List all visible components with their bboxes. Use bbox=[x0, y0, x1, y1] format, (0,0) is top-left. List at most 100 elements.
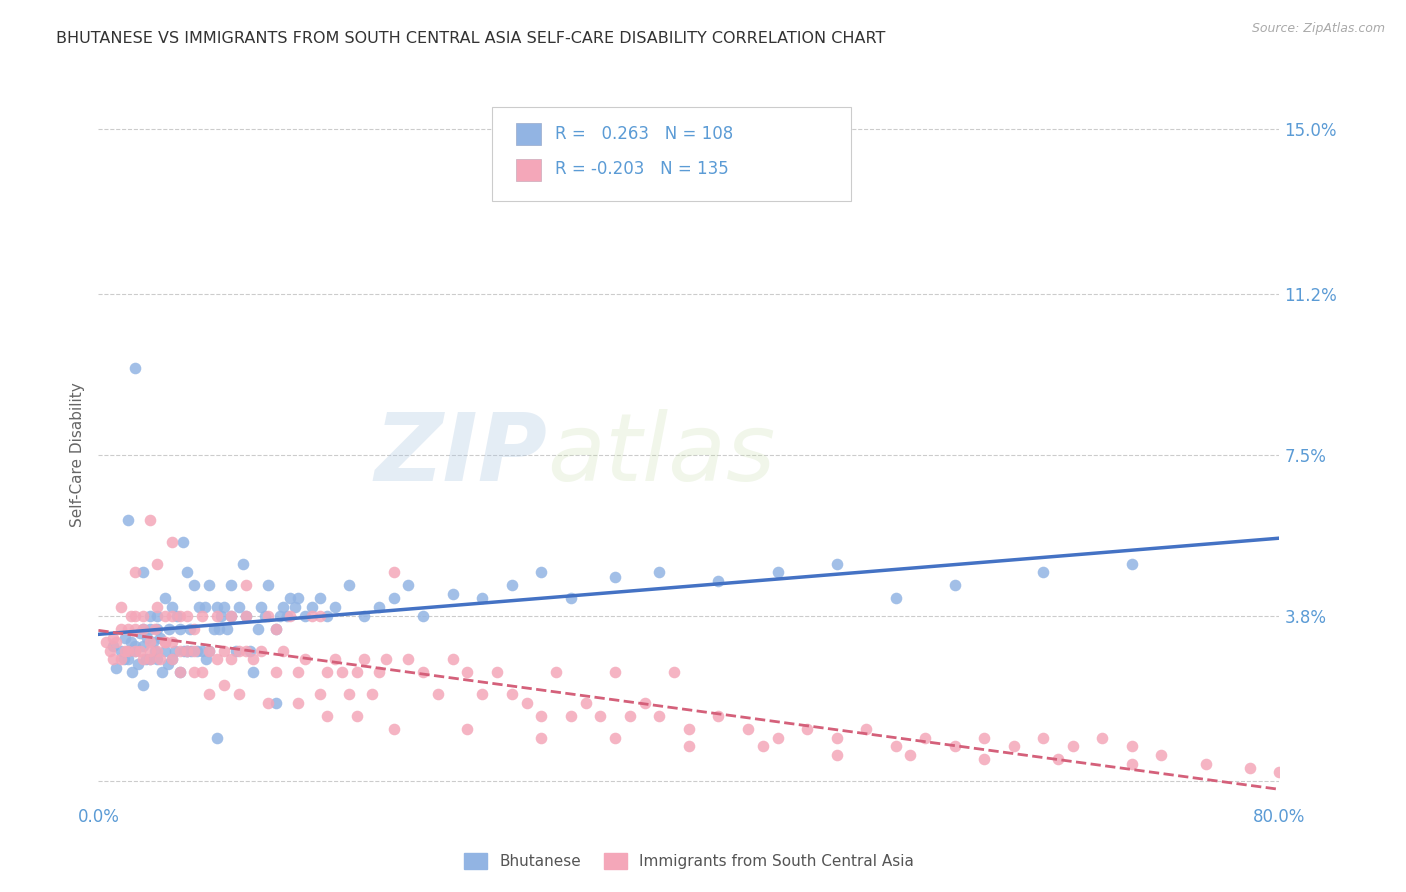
Point bbox=[271, 600, 294, 615]
Point bbox=[150, 665, 173, 680]
Legend: Bhutanese, Immigrants from South Central Asia: Bhutanese, Immigrants from South Central… bbox=[458, 847, 920, 875]
Point bbox=[287, 696, 309, 710]
Point bbox=[191, 643, 214, 657]
Point bbox=[309, 687, 332, 701]
Point bbox=[1268, 765, 1291, 780]
Point bbox=[128, 626, 150, 640]
Point bbox=[664, 665, 686, 680]
Point bbox=[146, 622, 169, 636]
Point bbox=[301, 600, 323, 615]
Point bbox=[117, 643, 139, 657]
Point bbox=[456, 722, 478, 736]
Point bbox=[149, 652, 172, 666]
Point bbox=[605, 731, 627, 745]
Point bbox=[183, 622, 205, 636]
Point bbox=[205, 652, 228, 666]
Point bbox=[574, 696, 596, 710]
Point bbox=[219, 652, 242, 666]
Point bbox=[316, 608, 339, 623]
Point bbox=[162, 635, 183, 649]
Point bbox=[135, 652, 157, 666]
Text: Source: ZipAtlas.com: Source: ZipAtlas.com bbox=[1251, 22, 1385, 36]
Point bbox=[139, 652, 162, 666]
Point bbox=[353, 608, 375, 623]
Point bbox=[205, 600, 228, 615]
Point bbox=[707, 708, 730, 723]
Point bbox=[124, 643, 146, 657]
Point bbox=[136, 631, 159, 645]
Point bbox=[1150, 747, 1173, 762]
Point bbox=[191, 608, 214, 623]
Point bbox=[900, 747, 922, 762]
Point bbox=[156, 657, 179, 671]
Point bbox=[124, 608, 146, 623]
Point bbox=[165, 643, 187, 657]
Point bbox=[323, 600, 346, 615]
Point bbox=[544, 665, 567, 680]
Point bbox=[195, 652, 218, 666]
Point bbox=[501, 687, 523, 701]
Point bbox=[173, 643, 195, 657]
Point bbox=[146, 557, 169, 571]
Point bbox=[382, 566, 405, 580]
Point bbox=[176, 608, 198, 623]
Point bbox=[162, 534, 183, 549]
Point bbox=[1195, 756, 1218, 771]
Point bbox=[198, 687, 221, 701]
Point bbox=[205, 608, 228, 623]
Point bbox=[254, 608, 277, 623]
Point bbox=[471, 687, 494, 701]
Point bbox=[678, 722, 700, 736]
Point bbox=[751, 739, 773, 754]
Point bbox=[212, 678, 235, 692]
Point bbox=[215, 622, 238, 636]
Point bbox=[169, 643, 191, 657]
Point bbox=[257, 578, 280, 592]
Point bbox=[884, 591, 907, 606]
Point bbox=[264, 665, 287, 680]
Point bbox=[142, 635, 165, 649]
Point bbox=[246, 622, 269, 636]
Point bbox=[132, 622, 155, 636]
Point bbox=[330, 665, 353, 680]
Point bbox=[648, 566, 671, 580]
Point bbox=[176, 566, 198, 580]
Point bbox=[766, 731, 789, 745]
Point bbox=[208, 622, 231, 636]
Point bbox=[309, 591, 332, 606]
Point bbox=[269, 608, 291, 623]
Point bbox=[198, 643, 221, 657]
Point bbox=[605, 665, 627, 680]
Point bbox=[110, 622, 132, 636]
Point bbox=[114, 643, 136, 657]
Point bbox=[219, 608, 242, 623]
Point bbox=[914, 731, 936, 745]
Point bbox=[146, 608, 169, 623]
Point bbox=[678, 739, 700, 754]
Point bbox=[228, 600, 250, 615]
Point bbox=[309, 608, 332, 623]
Point bbox=[153, 608, 176, 623]
Point bbox=[98, 643, 121, 657]
Point bbox=[707, 574, 730, 588]
Point bbox=[242, 665, 264, 680]
Point bbox=[257, 696, 280, 710]
Point bbox=[316, 708, 339, 723]
Point bbox=[1046, 752, 1069, 766]
Point bbox=[117, 643, 139, 657]
Point bbox=[139, 608, 162, 623]
Point bbox=[139, 643, 162, 657]
Point bbox=[301, 608, 323, 623]
Point bbox=[530, 566, 553, 580]
Point bbox=[264, 622, 287, 636]
Point bbox=[235, 608, 257, 623]
Point bbox=[132, 622, 155, 636]
Point bbox=[1121, 739, 1143, 754]
Point bbox=[149, 631, 172, 645]
Point bbox=[124, 622, 146, 636]
Point bbox=[973, 731, 995, 745]
Point bbox=[368, 600, 391, 615]
Point bbox=[205, 731, 228, 745]
Point bbox=[589, 708, 612, 723]
Point bbox=[209, 608, 232, 623]
